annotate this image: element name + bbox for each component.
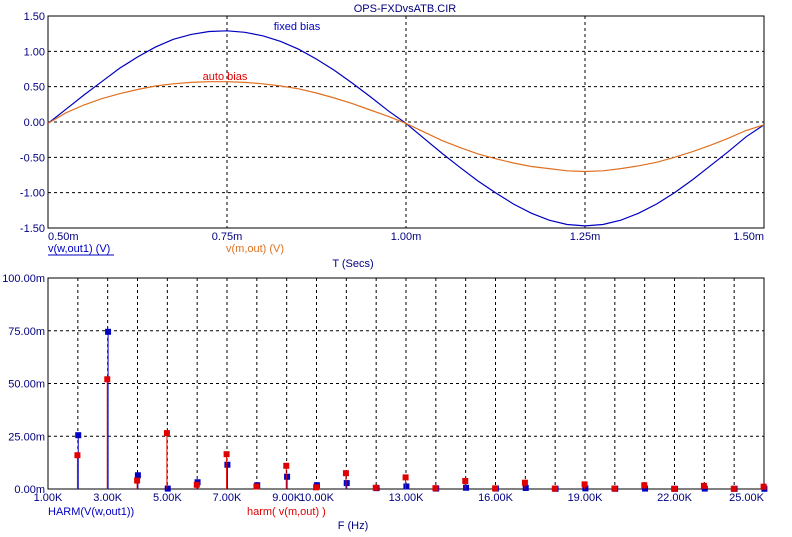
stem-marker-1 <box>551 485 558 492</box>
x-tick-label: 13.00K <box>389 492 425 504</box>
y-tick-label: -0.50 <box>20 152 45 164</box>
stem-marker-0 <box>284 473 291 480</box>
stem-marker-1 <box>253 483 260 490</box>
stem-marker-1 <box>74 452 81 459</box>
stem-marker-0 <box>403 483 410 490</box>
x-tick-label: 1.25m <box>570 231 601 243</box>
stem-marker-1 <box>163 430 170 437</box>
stem-marker-1 <box>342 470 349 477</box>
stem-marker-1 <box>372 484 379 491</box>
x-tick-label: 7.00K <box>213 492 242 504</box>
x-tick-label: 9.00K <box>272 492 301 504</box>
y-tick-label: 1.00 <box>24 46 45 58</box>
window-title: OPS-FXDvsATB.CIR <box>354 3 457 15</box>
y-tick-label: 0.50 <box>24 82 45 94</box>
stem-marker-1 <box>521 479 528 486</box>
stem-marker-1 <box>104 376 111 383</box>
y-tick-label: 100.00m <box>2 273 45 285</box>
x-tick-label: 22.00K <box>657 492 693 504</box>
x-tick-label: 0.75m <box>212 231 243 243</box>
legend-entry-harm-vm: harm( v(m,out) ) <box>247 506 326 518</box>
y-tick-label: -1.00 <box>20 188 45 200</box>
y-tick-label: 25.00m <box>8 431 45 443</box>
stem-marker-1 <box>134 477 141 484</box>
legend-entry-vw-out1: v(w,out1) (V) <box>48 243 110 255</box>
stem-marker-0 <box>75 432 82 439</box>
stem-marker-1 <box>193 481 200 488</box>
x-tick-label: 10.00K <box>299 492 335 504</box>
x-tick-label: 3.00K <box>93 492 122 504</box>
y-tick-label: 75.00m <box>8 326 45 338</box>
x-tick-label: 19.00K <box>568 492 604 504</box>
stem-marker-0 <box>134 472 141 479</box>
stem-marker-0 <box>642 485 649 492</box>
y-tick-label: 50.00m <box>8 379 45 391</box>
x-tick-label: 1.50m <box>733 231 764 243</box>
stem-marker-1 <box>581 481 588 488</box>
y-tick-label: 0.00m <box>14 484 45 496</box>
stem-marker-1 <box>760 483 767 490</box>
stem-marker-1 <box>462 477 469 484</box>
stem-marker-1 <box>641 482 648 489</box>
plot-frame <box>47 15 765 229</box>
stem-marker-1 <box>223 451 230 458</box>
stem-marker-1 <box>700 482 707 489</box>
stem-marker-0 <box>343 480 350 487</box>
x-axis-label: T (Secs) <box>332 258 373 270</box>
x-tick-label: 25.00K <box>729 492 765 504</box>
annotation-auto-bias: auto bias <box>203 71 248 83</box>
stem-marker-1 <box>313 484 320 491</box>
stem-marker-0 <box>105 328 112 335</box>
stem-marker-1 <box>402 474 409 481</box>
x-tick-label: 1.00K <box>34 492 63 504</box>
x-tick-label: 1.00m <box>391 231 422 243</box>
stem-marker-0 <box>582 485 589 492</box>
y-tick-label: -1.50 <box>20 223 45 235</box>
stem-marker-0 <box>463 484 470 491</box>
stem-marker-1 <box>283 462 290 469</box>
stem-marker-0 <box>164 485 171 492</box>
annotation-fixed-bias: fixed bias <box>274 21 321 33</box>
stem-marker-0 <box>224 461 231 468</box>
stem-marker-1 <box>730 485 737 492</box>
x-tick-label: 16.00K <box>478 492 514 504</box>
stem-marker-1 <box>492 485 499 492</box>
x-tick-label: 5.00K <box>153 492 182 504</box>
y-tick-label: 0.00 <box>24 117 45 129</box>
series-line-1 <box>47 81 765 173</box>
x-tick-label: 0.50m <box>48 231 79 243</box>
legend-entry-harm-vw: HARM(V(w,out1)) <box>48 506 134 518</box>
stem-marker-0 <box>522 484 529 491</box>
transient-plot[interactable]: 0.50m 0.75m 1.00m 1.25m 1.50m 1.50 1.00 0.50 0.0… <box>20 11 765 270</box>
legend-entry-vm-out: v(m,out) (V) <box>226 243 284 255</box>
stem-marker-1 <box>611 485 618 492</box>
y-tick-label: 1.50 <box>24 11 45 23</box>
stem-marker-1 <box>432 485 439 492</box>
x-axis-label: F (Hz) <box>338 520 369 532</box>
stem-marker-1 <box>671 485 678 492</box>
